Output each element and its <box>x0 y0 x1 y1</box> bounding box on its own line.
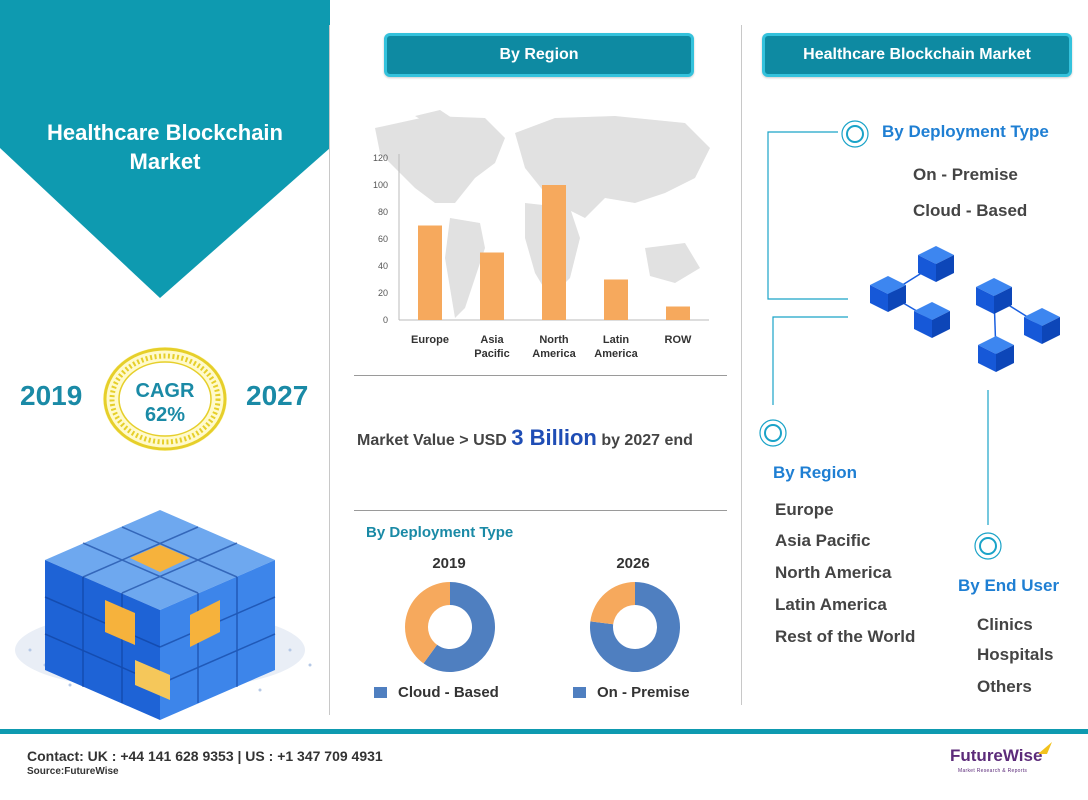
page-title-line1: Healthcare Blockchain <box>47 120 283 145</box>
donut-slice-0 <box>423 582 495 672</box>
block-cube-left <box>914 311 932 338</box>
contact-info: Contact: UK : +44 141 628 9353 | US : +1… <box>27 748 383 764</box>
market-value-suffix: by 2027 end <box>601 432 693 449</box>
logo-tagline: Market Research & Reports <box>958 768 1028 774</box>
legend-label: Cloud - Based <box>398 684 499 701</box>
y-tick-label: 60 <box>378 234 388 244</box>
block-cube-left <box>870 285 888 312</box>
page-title-line2: Market <box>129 149 201 174</box>
donut-chart-2019 <box>405 582 495 672</box>
y-tick-label: 0 <box>383 315 388 325</box>
x-category-label: America <box>594 348 638 360</box>
block-cube-left <box>978 345 996 372</box>
segment-item: Asia Pacific <box>775 531 871 550</box>
region-bar-chart: 0 20 40 60 80 100 120 Europe Asia Pacific North Am… <box>373 110 710 360</box>
donut-slice-1 <box>590 582 635 625</box>
bar-4 <box>666 306 690 320</box>
donut-title-2026: 2026 <box>616 555 650 572</box>
block-cube-left <box>976 287 994 314</box>
block-cube-right <box>1042 317 1060 344</box>
cagr-label: CAGR <box>135 380 195 402</box>
cagr-badge <box>103 347 227 451</box>
donut-slice-1 <box>405 582 450 664</box>
bar-3 <box>604 279 628 320</box>
segment-item: Others <box>977 677 1032 696</box>
deployment-heading: By Deployment Type <box>366 524 514 541</box>
market-value-amount: 3 Billion <box>511 425 597 450</box>
bar-2 <box>542 185 566 320</box>
legend-label: On - Premise <box>597 684 690 701</box>
x-category-label: Pacific <box>474 348 509 360</box>
x-category-label: America <box>532 348 576 360</box>
block-cube-left <box>918 255 936 282</box>
source-note: Source:FutureWise <box>27 766 119 777</box>
block-cube-right <box>996 345 1014 372</box>
bar-0 <box>418 225 442 320</box>
block-cube-right <box>994 287 1012 314</box>
x-category-label: Europe <box>411 334 449 346</box>
y-tick-label: 100 <box>373 180 388 190</box>
block-cube-left <box>1024 317 1042 344</box>
segment-connector-lines <box>759 120 989 525</box>
column-divider-right <box>741 25 742 705</box>
page-title: Healthcare Blockchain Market <box>0 118 330 176</box>
segment-heading-region: By Region <box>773 463 858 482</box>
cagr-start-year: 2019 <box>20 380 83 411</box>
blockchain-cube-illustration <box>15 510 312 720</box>
by-region-header: By Region <box>384 33 694 77</box>
divider-under-chart <box>354 375 727 376</box>
x-category-label: North <box>539 334 569 346</box>
y-tick-label: 80 <box>378 207 388 217</box>
target-icon-enduser <box>974 532 1002 560</box>
donut-slice-0 <box>590 582 680 672</box>
block-cube-right <box>932 311 950 338</box>
segment-item: Clinics <box>977 615 1033 634</box>
cagr-end-year: 2027 <box>246 380 309 411</box>
y-tick-label: 20 <box>378 288 388 298</box>
segment-item: Europe <box>775 500 834 519</box>
divider-above-deployment <box>354 510 727 511</box>
market-value-prefix: Market Value > USD <box>357 432 507 449</box>
segment-item: Hospitals <box>977 645 1054 664</box>
donut-title-2019: 2019 <box>432 555 466 572</box>
x-category-label: ROW <box>665 334 693 346</box>
logo-text: FutureWise <box>950 746 1043 765</box>
market-header: Healthcare Blockchain Market <box>762 33 1072 77</box>
segment-item: Latin America <box>775 595 887 614</box>
footer-bar <box>0 729 1088 734</box>
title-banner <box>0 0 330 298</box>
x-category-label: Latin <box>603 334 630 346</box>
target-icon-region <box>759 419 787 447</box>
bar-1 <box>480 252 504 320</box>
y-tick-label: 120 <box>373 153 388 163</box>
segment-item: Cloud - Based <box>913 201 1028 220</box>
donut-chart-2026 <box>590 582 680 672</box>
segment-item: North America <box>775 563 892 582</box>
legend-swatch-blue <box>573 687 586 698</box>
legend-swatch-blue <box>374 687 387 698</box>
segment-heading-deployment: By Deployment Type <box>882 122 1049 141</box>
legend-cloud-based: Cloud - Based <box>374 684 499 701</box>
market-value-statement: Market Value > USD 3 Billion by 2027 end <box>357 425 737 451</box>
logo-star-icon <box>1038 742 1052 754</box>
x-category-label: Asia <box>480 334 504 346</box>
target-icon-deployment <box>841 120 869 148</box>
segment-heading-enduser: By End User <box>958 576 1060 595</box>
y-tick-label: 40 <box>378 261 388 271</box>
cagr-value: 62% <box>144 404 186 426</box>
blockchain-blocks-icon <box>870 246 1060 372</box>
column-divider-left <box>329 25 330 715</box>
segment-item: On - Premise <box>913 165 1018 184</box>
legend-on-premise: On - Premise <box>573 684 690 701</box>
block-cube-right <box>888 285 906 312</box>
block-cube-right <box>936 255 954 282</box>
segment-item: Rest of the World <box>775 627 916 646</box>
